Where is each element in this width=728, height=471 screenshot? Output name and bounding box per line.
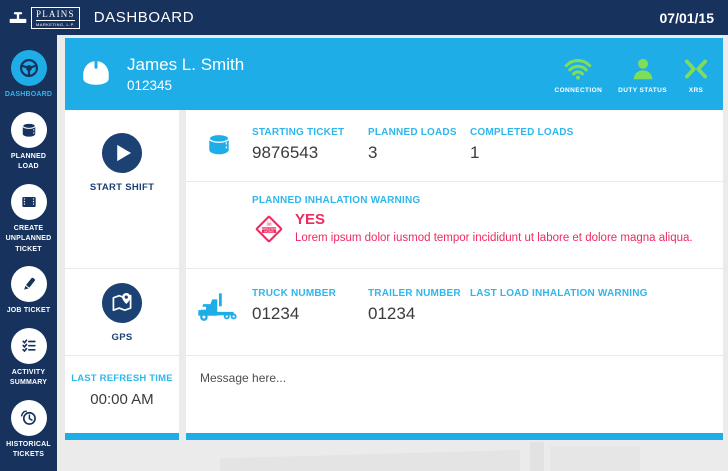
person-icon	[630, 54, 656, 84]
logo-company-sub: MARKETING, L.P.	[36, 21, 75, 27]
start-shift-button[interactable]: START SHIFT	[90, 132, 154, 193]
xrs-status[interactable]: XRS	[683, 54, 709, 94]
sidebar-item-label: PLANNED LOAD	[10, 152, 47, 171]
stat-label: STARTING TICKET	[252, 127, 345, 138]
starting-ticket-stat: STARTING TICKET 9876543	[252, 127, 368, 181]
duty-status[interactable]: DUTY STATUS	[618, 54, 667, 94]
status-label: DUTY STATUS	[618, 87, 667, 94]
checklist-icon	[10, 327, 47, 364]
ticket-icon	[10, 183, 47, 220]
start-shift-label: START SHIFT	[89, 182, 155, 193]
sidebar-item-planned-load[interactable]: PLANNED LOAD	[1, 111, 57, 173]
sidebar-item-label: DASHBOARD	[4, 91, 53, 98]
sidebar-item-activity-summary[interactable]: ACTIVITY SUMMARY	[1, 327, 57, 389]
shift-detail-panel: STARTING TICKET 9876543 PLANNED LOADS 3 …	[186, 110, 723, 433]
barrel-stat-icon	[186, 127, 252, 181]
clock-history-icon	[10, 399, 47, 436]
stat-value: 9876543	[252, 143, 319, 162]
stat-label: TRUCK NUMBER	[252, 288, 337, 299]
gps-button[interactable]: GPS	[101, 282, 143, 343]
driver-info: James L. Smith 012345	[127, 55, 244, 93]
inhalation-warning-label: PLANNED INHALATION WARNING	[252, 195, 421, 206]
sidebar-item-label: HISTORICAL TICKETS	[6, 440, 51, 459]
barrel-icon	[10, 111, 47, 148]
last-refresh-section: LAST REFRESH TIME 00:00 AM	[65, 355, 179, 433]
inhalation-warning-description: Lorem ipsum dolor iusmod tempor incididu…	[295, 232, 693, 244]
driver-name: James L. Smith	[127, 55, 245, 74]
status-label: XRS	[688, 87, 704, 94]
inhalation-hazard-icon: ☠ INHALATION HAZARD	[255, 215, 283, 243]
status-icon-group: CONNECTION DUTY STATUS X	[554, 54, 709, 94]
top-bar: PLAINS MARKETING, L.P. DASHBOARD 07/01/1…	[0, 0, 728, 35]
truck-icon	[186, 288, 252, 355]
last-load-inhalation-warning-stat: LAST LOAD INHALATION WARNING	[470, 288, 723, 355]
stat-value: 1	[470, 143, 480, 162]
connection-status[interactable]: CONNECTION	[554, 54, 602, 94]
truck-stats-row: TRUCK NUMBER 01234 TRAILER NUMBER 01234 …	[186, 268, 723, 355]
page-title: DASHBOARD	[93, 9, 195, 26]
status-label: CONNECTION	[554, 87, 603, 94]
inhalation-warning-row: PLANNED INHALATION WARNING ☠ INHALATION …	[186, 181, 723, 268]
pen-icon	[10, 266, 47, 302]
sidebar-nav: DASHBOARD PLANNED LOAD CR	[0, 35, 57, 471]
stat-label: TRAILER NUMBER	[368, 288, 461, 299]
stat-label: COMPLETED LOADS	[470, 127, 574, 138]
driver-id: 012345	[127, 78, 173, 93]
wifi-icon	[563, 54, 593, 84]
pipeline-valve-icon	[9, 11, 27, 23]
last-refresh-value: 00:00 AM	[90, 391, 154, 408]
hazard-text-line1: INHALATION	[262, 228, 277, 231]
ticket-stats-row: STARTING TICKET 9876543 PLANNED LOADS 3 …	[186, 110, 723, 181]
truck-number-stat: TRUCK NUMBER 01234	[252, 288, 368, 355]
message-area: Message here...	[186, 355, 723, 433]
last-refresh-label: LAST REFRESH TIME	[71, 373, 173, 384]
plains-logo: PLAINS MARKETING, L.P.	[8, 6, 80, 29]
logo-text-box: PLAINS MARKETING, L.P.	[31, 6, 80, 29]
gps-label: GPS	[111, 332, 133, 343]
hazard-text-line2: HAZARD	[264, 230, 274, 233]
inhalation-warning-value: YES	[295, 211, 326, 228]
stat-value: 01234	[252, 304, 300, 323]
stat-label: LAST LOAD INHALATION WARNING	[470, 288, 648, 299]
right-panel-accent-bar	[186, 433, 723, 440]
action-column: START SHIFT GPS LAST REFRESH TIME 00:00 …	[65, 110, 179, 433]
sidebar-item-label: CREATE UNPLANNED TICKET	[5, 224, 52, 253]
svg-text:☠: ☠	[266, 219, 272, 228]
driver-header-band: James L. Smith 012345 CONNECTION	[65, 38, 723, 110]
sidebar-item-label: ACTIVITY SUMMARY	[9, 368, 48, 387]
sidebar-item-label: JOB TICKET	[6, 307, 51, 314]
map-pin-icon	[101, 282, 143, 324]
steering-wheel-icon	[10, 50, 47, 86]
xrs-icon	[683, 54, 709, 84]
play-icon	[101, 132, 143, 174]
sidebar-item-dashboard[interactable]: DASHBOARD	[1, 50, 57, 101]
logo-company-name: PLAINS	[36, 8, 75, 21]
current-date: 07/01/15	[659, 9, 715, 26]
sidebar-item-job-ticket[interactable]: JOB TICKET	[1, 266, 57, 317]
planned-loads-stat: PLANNED LOADS 3	[368, 127, 470, 181]
left-panel-accent-bar	[65, 433, 179, 440]
background-watermark	[220, 442, 640, 471]
completed-loads-stat: COMPLETED LOADS 1	[470, 127, 723, 181]
trailer-number-stat: TRAILER NUMBER 01234	[368, 288, 470, 355]
sidebar-item-historical-tickets[interactable]: HISTORICAL TICKETS	[1, 399, 57, 461]
message-text: Message here...	[200, 371, 287, 385]
stat-label: PLANNED LOADS	[368, 127, 457, 138]
stat-value: 01234	[368, 304, 416, 323]
hard-hat-icon	[79, 57, 113, 92]
stat-value: 3	[368, 143, 378, 162]
sidebar-item-create-unplanned-ticket[interactable]: CREATE UNPLANNED TICKET	[1, 183, 57, 256]
